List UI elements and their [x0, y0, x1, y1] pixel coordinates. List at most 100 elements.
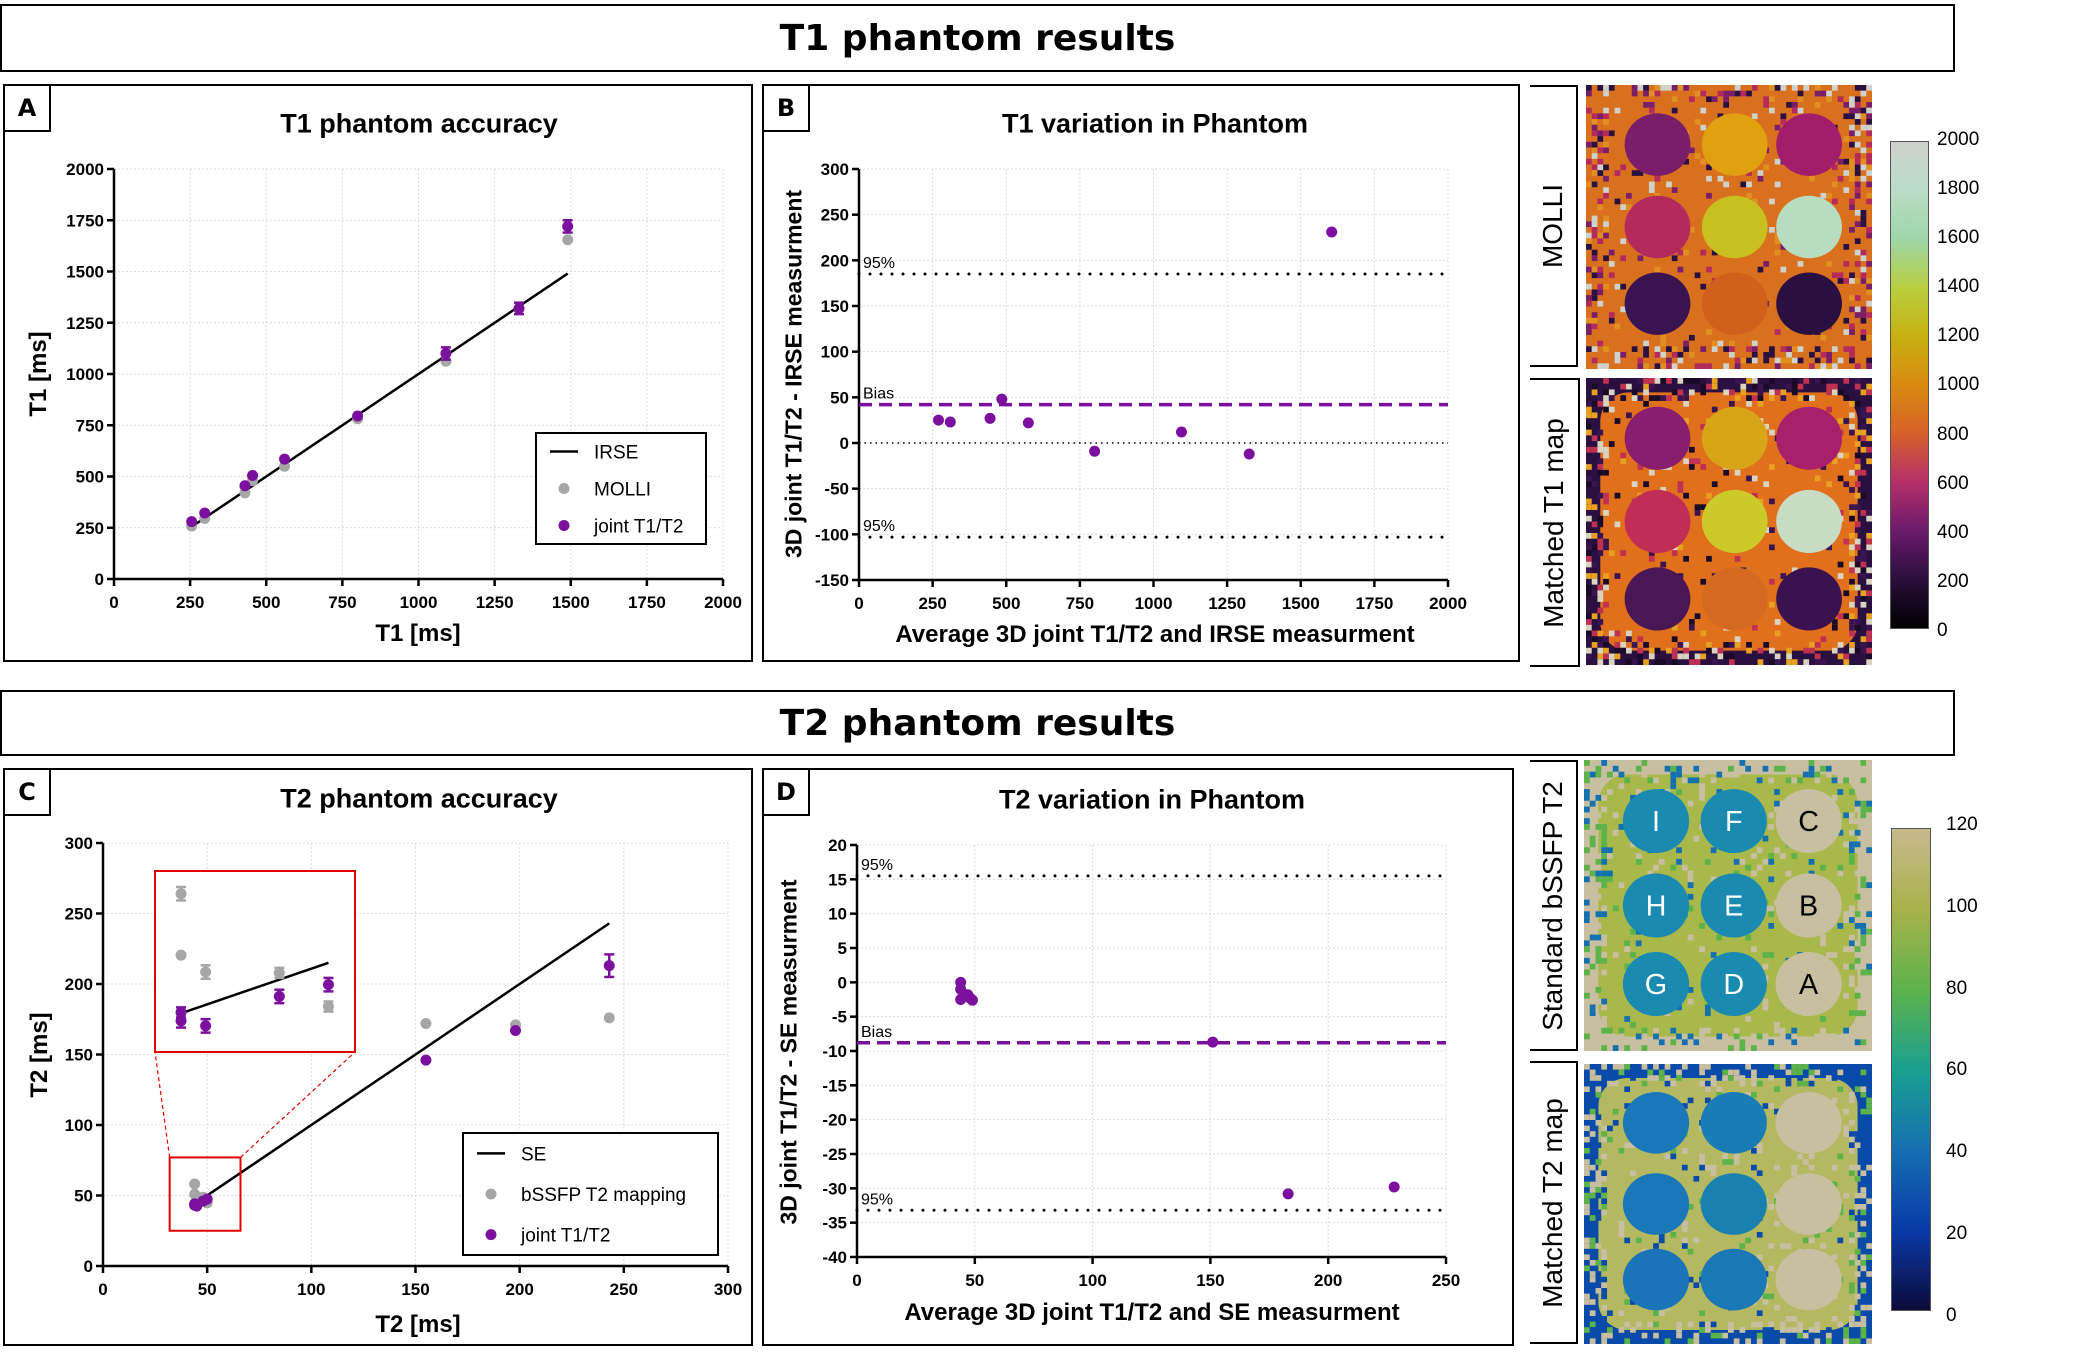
x-tick-label: 2000 — [1429, 594, 1467, 613]
noise-pixel — [1826, 406, 1832, 413]
noise-pixel — [1849, 400, 1855, 407]
noise-pixel — [1756, 1338, 1763, 1344]
noise-pixel — [1779, 1243, 1786, 1249]
noise-pixel — [1814, 346, 1821, 352]
noise-pixel — [1687, 986, 1694, 993]
map-noise-pixels — [1586, 85, 1872, 369]
noise-pixel — [1704, 1064, 1711, 1070]
noise-pixel — [1635, 789, 1642, 795]
noise-pixel — [1722, 765, 1728, 772]
noise-pixel — [1762, 1033, 1769, 1040]
noise-pixel — [1635, 1338, 1642, 1344]
noise-pixel — [1733, 1069, 1740, 1076]
noise-pixel — [1584, 1159, 1590, 1165]
noise-pixel — [1854, 1136, 1861, 1143]
noise-pixel — [1614, 283, 1621, 290]
noise-pixel — [1620, 351, 1627, 358]
noise-pixel — [1785, 1316, 1792, 1322]
noise-pixel — [1751, 1033, 1757, 1040]
noise-pixel — [1647, 870, 1654, 877]
noise-pixel — [1728, 1045, 1734, 1051]
noise-pixel — [1809, 395, 1815, 401]
panel-a-t1-accuracy: 0 250 500 750 1000 1250 1500 1750 2000 0 250 500 750… — [3, 84, 753, 662]
noise-pixel — [1860, 124, 1867, 131]
noise-pixel — [1848, 858, 1855, 865]
chart-title: T2 phantom accuracy — [280, 783, 558, 814]
y-axis-label: T1 [ms] — [25, 331, 52, 417]
noise-pixel — [1746, 357, 1752, 364]
matched-t1-label-box: Matched T1 map — [1530, 378, 1580, 667]
data-point — [186, 516, 198, 528]
reference-line-label: 95% — [861, 857, 893, 874]
noise-pixel — [1584, 1136, 1590, 1143]
noise-pixel — [1751, 870, 1757, 877]
noise-pixel — [1854, 187, 1861, 193]
noise-pixel — [1597, 170, 1604, 176]
noise-pixel — [1591, 532, 1598, 539]
noise-pixel — [1729, 351, 1735, 358]
noise-pixel — [1866, 963, 1872, 970]
inset-data-point — [200, 966, 212, 978]
noise-pixel — [1825, 1327, 1832, 1333]
noise-pixel — [1814, 363, 1821, 369]
noise-pixel — [1860, 567, 1867, 574]
noise-pixel — [1774, 329, 1781, 335]
noise-pixel — [1808, 1332, 1815, 1339]
noise-pixel — [1740, 357, 1747, 364]
noise-pixel — [1860, 555, 1867, 562]
noise-pixel — [1797, 107, 1804, 114]
noise-pixel — [1854, 1010, 1861, 1017]
noise-pixel — [1849, 578, 1855, 585]
noise-pixel — [1618, 1232, 1625, 1238]
noise-pixel — [1866, 806, 1872, 813]
noise-pixel — [1814, 1321, 1821, 1328]
noise-pixel — [1774, 1220, 1780, 1227]
noise-pixel — [1589, 1108, 1596, 1115]
noise-pixel — [1643, 378, 1649, 384]
noise-pixel — [1608, 261, 1615, 267]
noise-pixel — [1722, 1153, 1728, 1160]
x-axis-label: T2 [ms] — [375, 1311, 461, 1338]
phantom-vial — [1700, 1248, 1767, 1311]
noise-pixel — [1768, 777, 1775, 784]
noise-pixel — [1854, 164, 1861, 171]
noise-pixel — [1687, 1338, 1694, 1344]
x-tick-label: 1000 — [400, 593, 438, 612]
noise-pixel — [1595, 1209, 1602, 1216]
noise-pixel — [1601, 829, 1608, 836]
noise-pixel — [1729, 659, 1735, 665]
noise-pixel — [1762, 1004, 1769, 1011]
x-tick-label: 100 — [297, 1280, 325, 1299]
noise-pixel — [1756, 1254, 1763, 1260]
noise-pixel — [1710, 1080, 1717, 1087]
noise-pixel — [1860, 389, 1867, 396]
inset-data-point — [175, 1015, 187, 1027]
noise-pixel — [1791, 102, 1798, 108]
noise-pixel — [1603, 446, 1609, 453]
noise-pixel — [1837, 922, 1844, 929]
noise-pixel — [1591, 130, 1598, 137]
noise-pixel — [1837, 418, 1844, 424]
x-tick-label: 250 — [610, 1280, 638, 1299]
noise-pixel — [1688, 446, 1695, 453]
colorbar-tick-label: 1400 — [1937, 276, 1980, 298]
noise-pixel — [1648, 550, 1655, 556]
phantom-vial — [1700, 873, 1767, 938]
noise-pixel — [1768, 905, 1775, 912]
noise-pixel — [1601, 841, 1608, 848]
noise-pixel — [1751, 1045, 1757, 1051]
noise-pixel — [1854, 806, 1861, 813]
noise-pixel — [1831, 389, 1838, 396]
noise-pixel — [1791, 389, 1798, 396]
legend-entry-label: joint T1/T2 — [593, 517, 683, 538]
noise-pixel — [1683, 395, 1689, 401]
noise-pixel — [1848, 1010, 1855, 1017]
noise-pixel — [1683, 85, 1689, 91]
noise-pixel — [1768, 760, 1775, 766]
noise-pixel — [1586, 317, 1592, 324]
noise-pixel — [1825, 771, 1832, 778]
noise-pixel — [1843, 911, 1849, 918]
noise-pixel — [1751, 1039, 1757, 1046]
noise-pixel — [1774, 1086, 1780, 1092]
noise-pixel — [1624, 1142, 1631, 1148]
